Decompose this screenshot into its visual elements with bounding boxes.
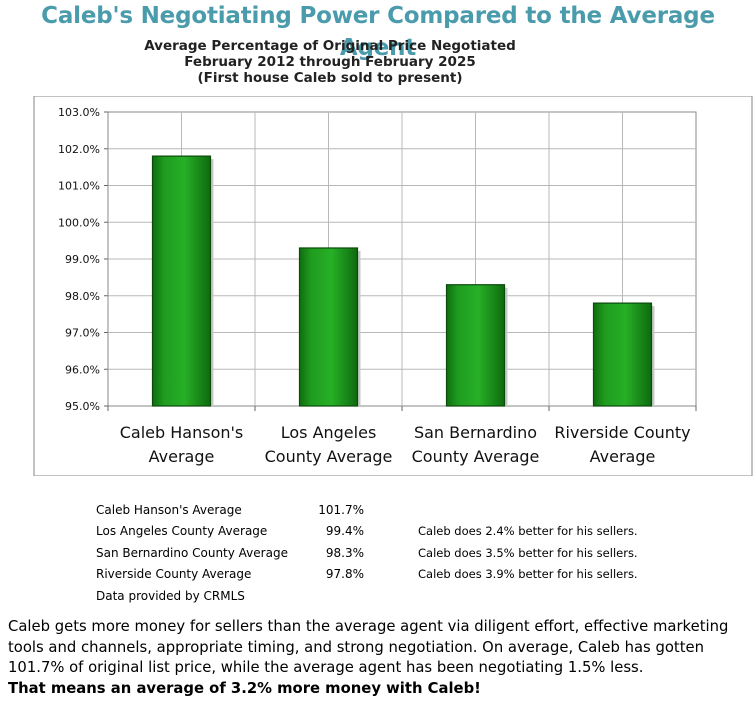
footer-paragraph: Caleb gets more money for sellers than t… xyxy=(8,618,729,676)
x-category-label: Los Angeles xyxy=(281,423,377,442)
summary-note: Caleb does 3.9% better for his sellers. xyxy=(418,567,638,582)
summary-value: 98.3% xyxy=(325,545,364,560)
bar xyxy=(592,302,653,407)
page-headline: Caleb's Negotiating Power Compared to th… xyxy=(41,3,715,61)
y-tick-label: 96.0% xyxy=(65,363,100,376)
y-tick-label: 102.0% xyxy=(58,143,100,156)
x-category-label: Caleb Hanson's xyxy=(120,423,243,442)
x-category-label: County Average xyxy=(412,447,540,466)
y-tick-label: 101.0% xyxy=(58,180,100,193)
chart-title-line-1: Average Percentage of Original Price Neg… xyxy=(144,38,516,54)
summary-value: 99.4% xyxy=(325,524,364,539)
summary-note: Caleb does 3.5% better for his sellers. xyxy=(418,545,638,560)
summary-label: Caleb Hanson's Average xyxy=(96,503,242,517)
chart-title: Average Percentage of Original Price Neg… xyxy=(0,38,660,86)
x-category-label: Riverside County xyxy=(554,423,690,442)
bar xyxy=(298,247,359,407)
chart-root: 95.0% 96.0% 97.0% 98.0% 99.0% 100.0% 101.0% 102… xyxy=(33,96,753,476)
chart-title-line-3: (First house Caleb sold to present) xyxy=(197,70,463,86)
summary-label: Riverside County Average xyxy=(96,567,252,582)
x-category-label: San Bernardino xyxy=(414,423,537,442)
y-tick-label: 95.0% xyxy=(65,400,100,413)
y-tick-label: 97.0% xyxy=(65,327,100,340)
footer-emphasis: That means an average of 3.2% more money… xyxy=(8,679,481,697)
summary-note: Caleb does 2.4% better for his sellers. xyxy=(418,524,638,539)
summary-value: 101.7% xyxy=(318,503,364,517)
bar-chart: 95.0% 96.0% 97.0% 98.0% 99.0% 100.0% 101.0% 102… xyxy=(33,96,753,476)
bar xyxy=(151,155,212,407)
data-source: Data provided by CRMLS xyxy=(96,588,245,603)
footer-text: Caleb gets more money for sellers than t… xyxy=(8,617,753,699)
x-category-label: County Average xyxy=(265,447,393,466)
chart-title-line-2: February 2012 through February 2025 xyxy=(184,54,476,70)
summary-label: San Bernardino County Average xyxy=(96,545,288,560)
summary-label: Los Angeles County Average xyxy=(96,524,268,539)
y-tick-label: 99.0% xyxy=(65,253,100,266)
x-category-label: Average xyxy=(590,447,656,466)
y-tick-label: 103.0% xyxy=(58,106,100,119)
summary-value: 97.8% xyxy=(325,567,364,582)
bar xyxy=(445,284,506,407)
x-category-label: Average xyxy=(149,447,215,466)
y-tick-label: 100.0% xyxy=(58,216,100,229)
y-tick-label: 98.0% xyxy=(65,290,100,303)
